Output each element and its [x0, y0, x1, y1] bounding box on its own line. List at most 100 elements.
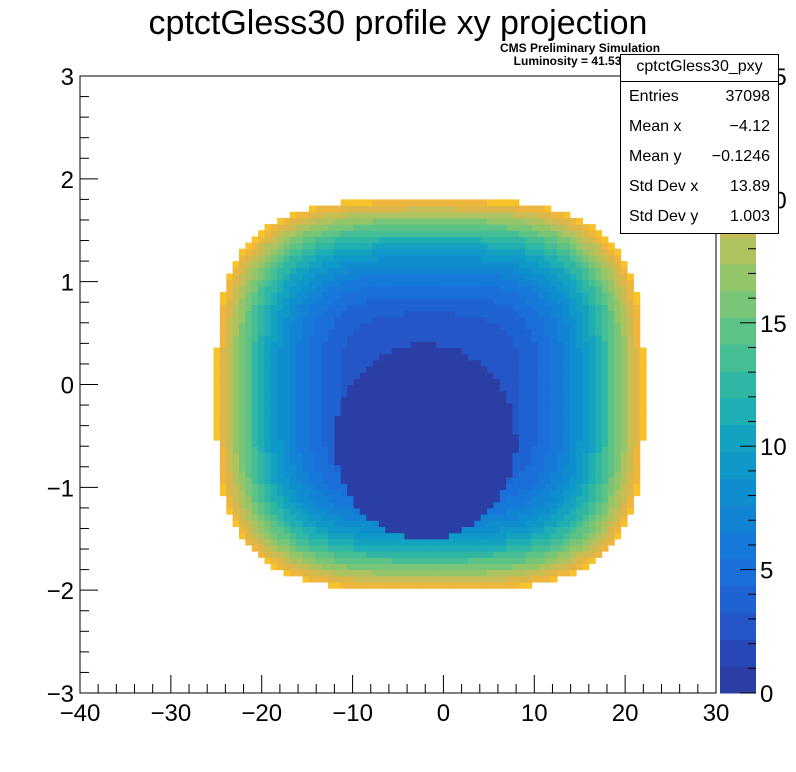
heatmap-cell [557, 526, 564, 534]
heatmap-cell [429, 514, 437, 521]
heatmap-cell [404, 341, 412, 349]
heatmap-cell [296, 489, 304, 497]
heatmap-cell [569, 507, 577, 515]
stats-key: Mean y [629, 148, 682, 165]
heatmap-cell [518, 328, 526, 336]
heatmap-cell [289, 427, 297, 435]
heatmap-cell [417, 248, 425, 256]
heatmap-cell [302, 316, 310, 324]
heatmap-cell [347, 372, 355, 379]
heatmap-cell [537, 211, 545, 219]
heatmap-cell [372, 347, 380, 355]
heatmap-cell [595, 452, 603, 460]
heatmap-cell [398, 217, 405, 225]
heatmap-cell [372, 446, 380, 453]
heatmap-cell [391, 328, 399, 336]
heatmap-cell [378, 390, 386, 398]
heatmap-cell [328, 347, 335, 355]
heatmap-cell [296, 267, 304, 275]
heatmap-cell [442, 224, 450, 231]
heatmap-cell [595, 310, 603, 318]
heatmap-cell [442, 470, 450, 478]
heatmap-cell [480, 427, 488, 435]
heatmap-cell [633, 316, 641, 324]
heatmap-cell [607, 526, 615, 534]
heatmap-cell [283, 279, 291, 287]
heatmap-cell [569, 433, 577, 441]
heatmap-cell [366, 409, 374, 416]
heatmap-cell [442, 347, 450, 355]
heatmap-cell [328, 254, 335, 262]
heatmap-cell [226, 384, 234, 392]
heatmap-cell [378, 458, 386, 466]
heatmap-cell [398, 489, 405, 497]
heatmap-cell [404, 544, 412, 552]
heatmap-cell [258, 538, 266, 546]
heatmap-cell [595, 316, 603, 324]
heatmap-cell [467, 569, 475, 577]
heatmap-cell [328, 372, 335, 379]
heatmap-cell [340, 501, 348, 509]
heatmap-cell [448, 242, 456, 250]
heatmap-cell [467, 415, 475, 423]
heatmap-cell [499, 501, 507, 509]
heatmap-cell [372, 470, 380, 478]
heatmap-cell [296, 298, 304, 305]
heatmap-cell [347, 242, 355, 250]
heatmap-cell [283, 470, 291, 478]
heatmap-cell [461, 353, 469, 361]
heatmap-cell [461, 224, 469, 231]
heatmap-cell [582, 279, 590, 287]
heatmap-cell [455, 279, 463, 287]
heatmap-cell [308, 310, 316, 318]
heatmap-cell [448, 254, 456, 262]
heatmap-cell [512, 328, 520, 336]
heatmap-cell [480, 507, 488, 515]
heatmap-cell [614, 341, 622, 349]
heatmap-cell [232, 507, 240, 515]
heatmap-cell [499, 224, 507, 231]
heatmap-cell [614, 322, 622, 330]
palette-segment [720, 612, 756, 640]
heatmap-cell [245, 341, 253, 349]
heatmap-cell [448, 458, 456, 466]
heatmap-cell [328, 440, 335, 447]
heatmap-cell [582, 544, 590, 552]
heatmap-cell [372, 440, 380, 447]
heatmap-cell [474, 483, 482, 490]
heatmap-cell [308, 563, 316, 571]
heatmap-cell [506, 205, 514, 213]
heatmap-cell [213, 421, 221, 429]
heatmap-cell [391, 261, 399, 268]
heatmap-cell [461, 359, 469, 367]
heatmap-cell [448, 403, 456, 410]
heatmap-cell [595, 501, 603, 509]
heatmap-cell [378, 440, 386, 447]
heatmap-cell [557, 514, 564, 521]
heatmap-cell [550, 409, 558, 416]
heatmap-cell [620, 477, 628, 484]
heatmap-cell [277, 279, 285, 287]
heatmap-cell [264, 409, 272, 416]
heatmap-cell [563, 230, 571, 238]
heatmap-cell [283, 335, 291, 342]
heatmap-cell [518, 477, 526, 484]
heatmap-cell [499, 359, 507, 367]
heatmap-cell [525, 520, 533, 528]
heatmap-cell [404, 470, 412, 478]
heatmap-cell [347, 403, 355, 410]
heatmap-cell [239, 279, 246, 287]
heatmap-cell [245, 514, 253, 521]
heatmap-cell [614, 285, 622, 293]
heatmap-cell [467, 532, 475, 540]
heatmap-cell [366, 452, 374, 460]
heatmap-cell [258, 483, 266, 490]
heatmap-cell [264, 261, 272, 268]
heatmap-cell [550, 390, 558, 398]
heatmap-cell [340, 248, 348, 256]
heatmap-cell [245, 365, 253, 373]
heatmap-cell [525, 489, 533, 497]
heatmap-cell [410, 353, 418, 361]
heatmap-cell [277, 551, 285, 558]
heatmap-cell [398, 285, 405, 293]
